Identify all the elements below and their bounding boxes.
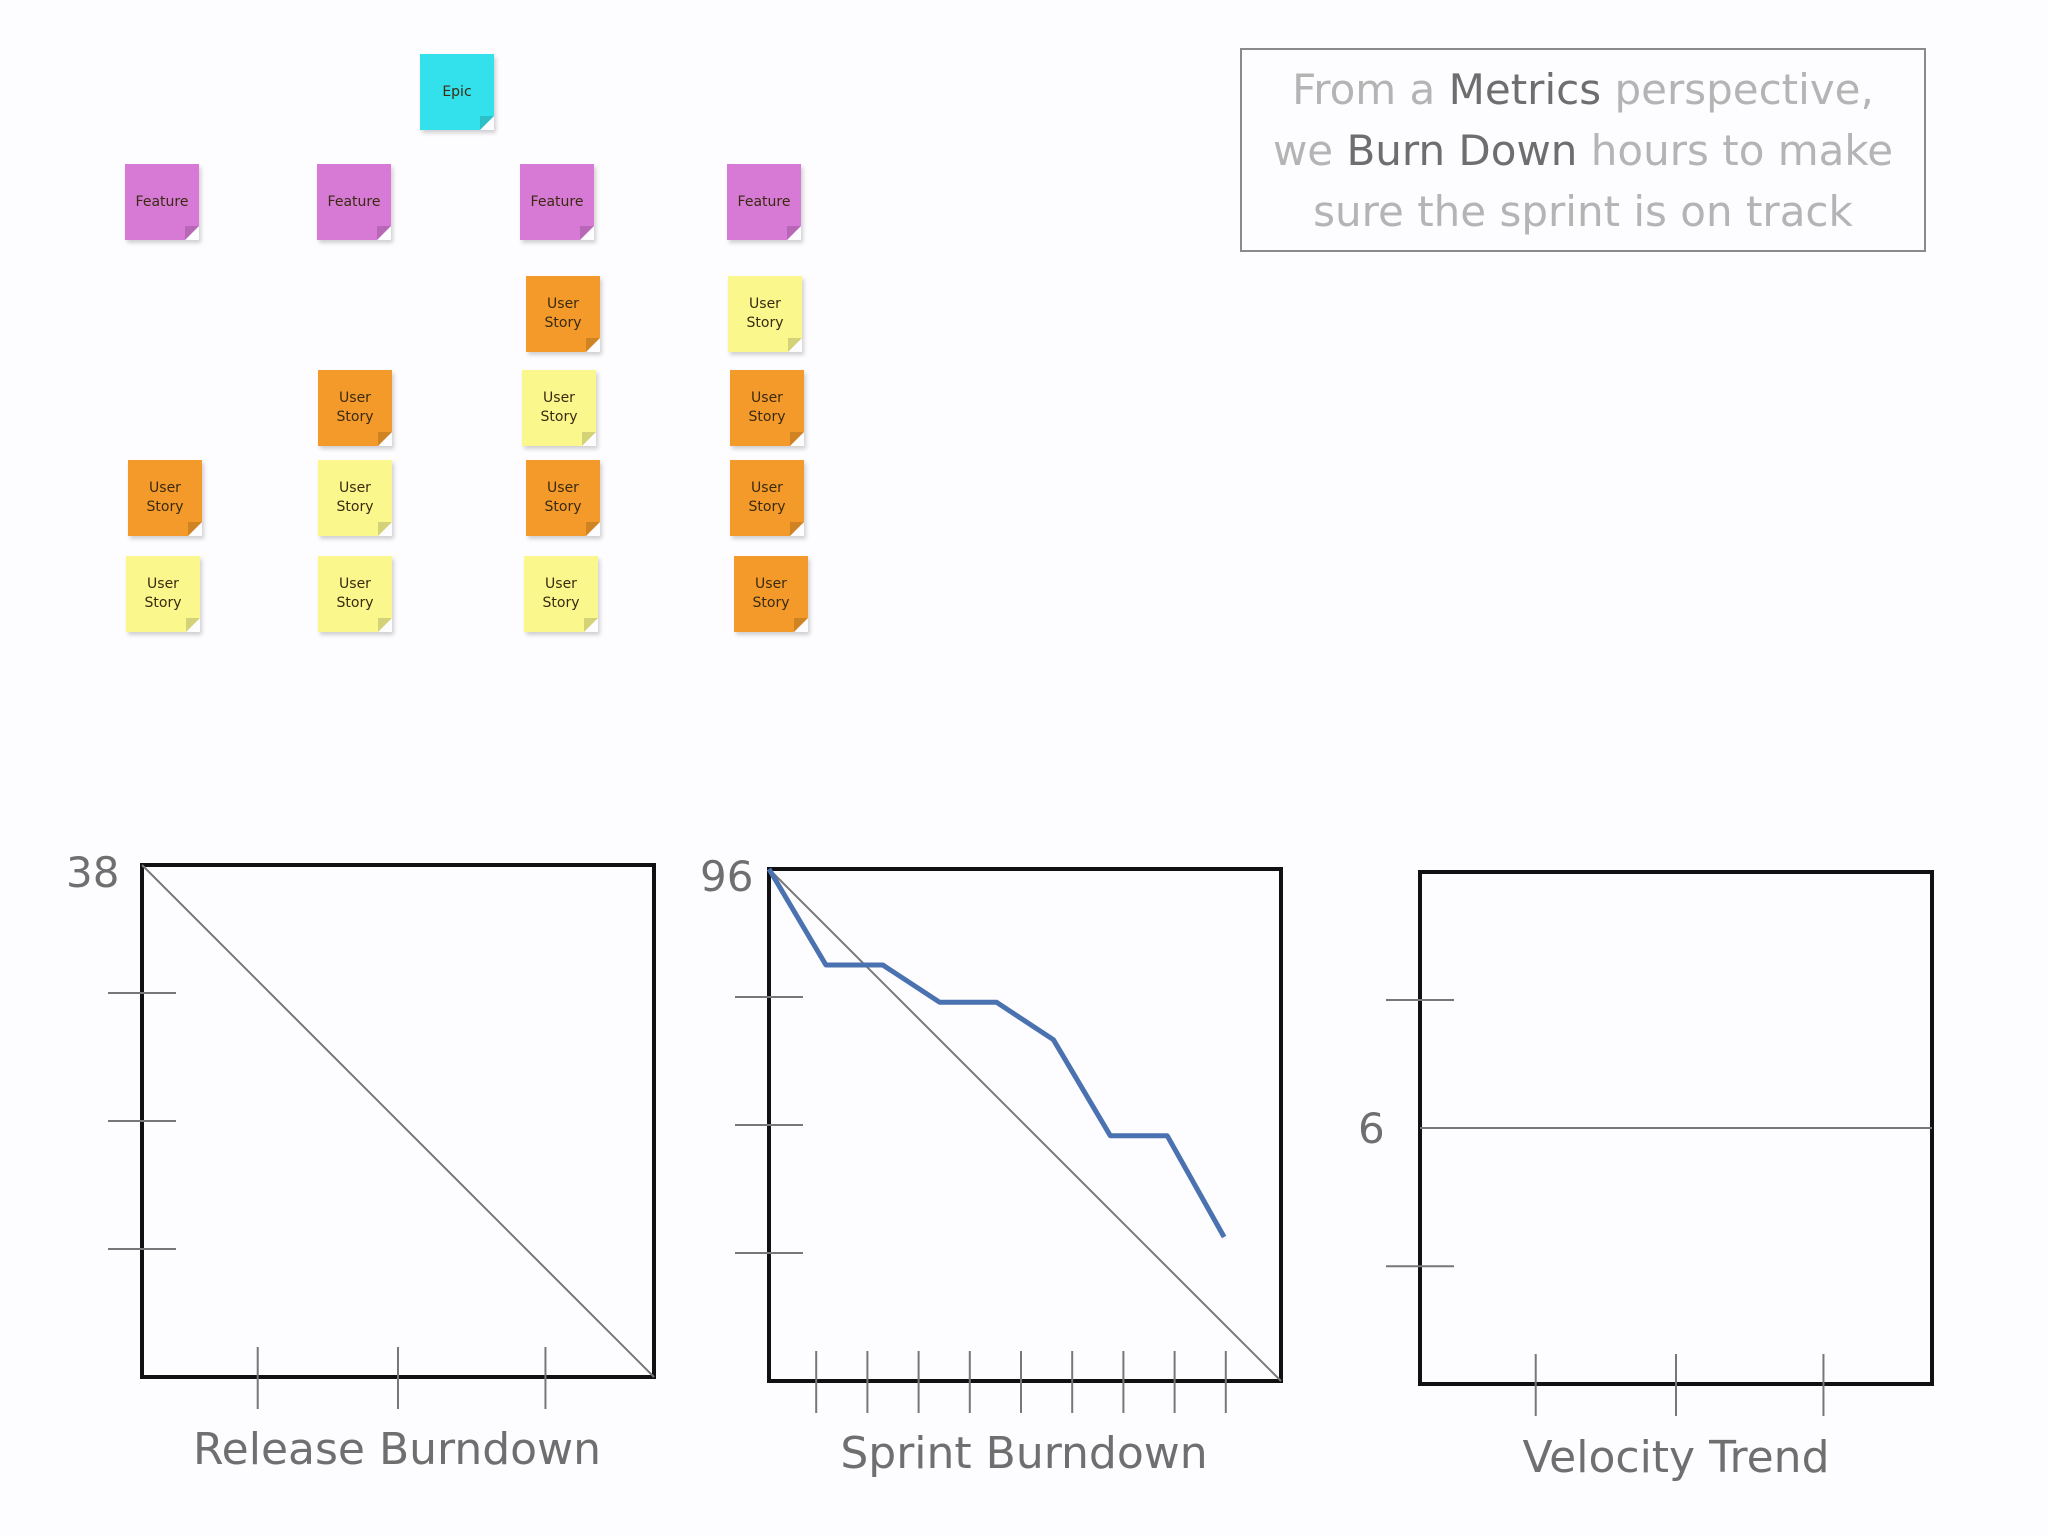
callout-line-1: From a Metrics perspective,	[1273, 59, 1893, 120]
story-note: User Story	[126, 556, 200, 632]
story-label: User Story	[544, 296, 582, 331]
release-y-max-label: 38	[66, 848, 120, 897]
callout-text: we	[1272, 125, 1347, 175]
callout-highlight-metrics: Metrics	[1448, 64, 1602, 114]
story-label: User Story	[336, 576, 374, 611]
release-ideal-line	[141, 864, 655, 1378]
story-note: User Story	[730, 460, 804, 536]
story-label: User Story	[748, 480, 786, 515]
story-label: User Story	[746, 296, 784, 331]
story-note: User Story	[728, 276, 802, 352]
callout-text: perspective,	[1601, 64, 1874, 114]
release-burndown-title: Release Burndown	[193, 1424, 601, 1475]
sprint-burndown-title: Sprint Burndown	[840, 1428, 1208, 1479]
story-label: User Story	[752, 576, 790, 611]
story-label: User Story	[540, 390, 578, 425]
story-note: User Story	[730, 370, 804, 446]
velocity-trend-title: Velocity Trend	[1522, 1432, 1830, 1483]
feature-note-1: Feature	[125, 164, 199, 240]
sprint-actual-burndown-line	[766, 867, 1227, 1239]
callout-text: From a	[1292, 64, 1449, 114]
metrics-callout: From a Metrics perspective, we Burn Down…	[1240, 48, 1926, 252]
feature-note-3: Feature	[520, 164, 594, 240]
callout-text: hours to make	[1577, 125, 1894, 175]
story-label: User Story	[542, 576, 580, 611]
story-note: User Story	[734, 556, 808, 632]
story-note: User Story	[526, 460, 600, 536]
feature-label: Feature	[737, 193, 791, 210]
feature-note-2: Feature	[317, 164, 391, 240]
story-note: User Story	[128, 460, 202, 536]
story-note: User Story	[524, 556, 598, 632]
sprint-ideal-line	[768, 868, 1282, 1382]
feature-note-4: Feature	[727, 164, 801, 240]
sprint-y-max-label: 96	[700, 852, 754, 901]
story-note: User Story	[318, 556, 392, 632]
feature-label: Feature	[530, 193, 584, 210]
story-note: User Story	[522, 370, 596, 446]
story-label: User Story	[748, 390, 786, 425]
callout-line-2: we Burn Down hours to make	[1273, 120, 1893, 181]
feature-label: Feature	[135, 193, 189, 210]
callout-line-3: sure the sprint is on track	[1313, 186, 1853, 236]
velocity-y-mid-label: 6	[1358, 1104, 1385, 1153]
story-note: User Story	[318, 370, 392, 446]
story-note: User Story	[318, 460, 392, 536]
story-label: User Story	[336, 480, 374, 515]
story-label: User Story	[144, 576, 182, 611]
epic-note: Epic	[420, 54, 494, 130]
callout-highlight-burn-down: Burn Down	[1346, 125, 1578, 175]
feature-label: Feature	[327, 193, 381, 210]
epic-label: Epic	[442, 83, 472, 100]
story-label: User Story	[336, 390, 374, 425]
story-label: User Story	[146, 480, 184, 515]
story-label: User Story	[544, 480, 582, 515]
story-note: User Story	[526, 276, 600, 352]
